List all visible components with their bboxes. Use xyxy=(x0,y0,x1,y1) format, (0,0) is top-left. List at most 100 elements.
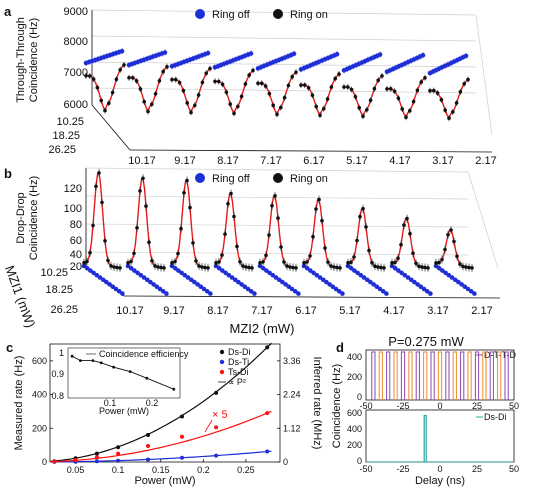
ring-off-point xyxy=(232,277,238,283)
panel-c: c 0.05 0.1 0.15 0.2 0.25 0 200 400 600 0 1.12 2.24 3… xyxy=(6,340,323,487)
mzi1-tick: 10.25 xyxy=(56,116,84,128)
ring-off-point xyxy=(465,286,471,292)
coincidence-peak xyxy=(445,351,450,400)
zlabel: MZI1 (mW) xyxy=(2,263,38,329)
coincidence-peak xyxy=(386,351,391,400)
series-point xyxy=(265,449,270,454)
coincidence-peak xyxy=(423,351,428,400)
ring-off-point xyxy=(120,291,125,296)
ring-on-fit-line xyxy=(386,77,426,119)
ring-off-point xyxy=(402,272,408,278)
ring-off-point xyxy=(242,284,248,290)
legend-ring-off: Ring off xyxy=(212,173,251,185)
ylabel: Measured rate (Hz) xyxy=(13,356,25,451)
series-line xyxy=(49,410,272,463)
ring-off-point xyxy=(374,284,380,290)
bottom-ytick: 400 xyxy=(347,424,362,434)
ytick: 0 xyxy=(42,457,47,467)
ring-off-point xyxy=(292,289,298,294)
ytick: 120 xyxy=(64,183,82,195)
ring-off-point xyxy=(424,289,430,294)
xtick: 0.2 xyxy=(197,465,210,475)
series-point xyxy=(94,455,99,460)
panel-d: d P=0.275 mW Coincidence (Hz) Delay (ns)… xyxy=(331,334,519,487)
bottom-xtick: 25 xyxy=(472,464,482,474)
ring-off-point xyxy=(333,286,339,292)
ring-off-point xyxy=(396,268,401,273)
ring-off-point xyxy=(311,270,316,276)
ring-on-fit-line xyxy=(348,207,385,269)
ring-off-point xyxy=(264,268,269,273)
ytick: 20 xyxy=(70,261,82,273)
ytick: 8000 xyxy=(64,36,88,48)
series-point xyxy=(180,434,184,439)
ylabel-line2: Coincidence (Hz) xyxy=(28,18,40,102)
ring-off-point xyxy=(216,266,222,271)
ring-off-point xyxy=(418,284,424,290)
bottom-ytick: 200 xyxy=(347,440,362,450)
ring-off-point xyxy=(188,277,194,283)
ring-off-point xyxy=(91,270,96,276)
annotation-arrow xyxy=(204,419,213,433)
ring-off-point xyxy=(252,291,257,296)
ring-off-point xyxy=(239,282,244,287)
top-xtick: 25 xyxy=(472,401,482,411)
ring-off-point xyxy=(157,286,163,292)
plot-frame xyxy=(49,343,281,463)
ring-off-point xyxy=(179,270,184,276)
ring-off-point xyxy=(462,284,468,290)
xlabel: Delay (ns) xyxy=(415,475,465,487)
mzi2-tick: 9.17 xyxy=(174,155,195,167)
series-point xyxy=(180,414,184,419)
legend-marker-ts-di xyxy=(219,369,225,375)
ring-off-point xyxy=(472,291,477,296)
bottom-legend: Ds-Di xyxy=(484,412,507,422)
ring-off-point xyxy=(348,266,354,271)
series-point xyxy=(94,459,99,464)
coincidence-peak xyxy=(415,351,420,400)
panel-label: a xyxy=(4,4,12,19)
series-point xyxy=(116,458,121,463)
ytick: 60 xyxy=(70,235,82,247)
series-point xyxy=(146,457,150,462)
legend-marker-ring-on xyxy=(273,9,283,19)
coincidence-peak xyxy=(452,351,457,400)
mzi2-tick: 4.17 xyxy=(389,155,410,167)
coincidence-peak xyxy=(408,351,413,400)
ring-off-point xyxy=(324,279,329,285)
coincidence-peak xyxy=(504,351,509,400)
ring-off-point xyxy=(421,286,427,292)
mzi2-tick: 7.17 xyxy=(260,155,281,167)
mzi1-axis xyxy=(91,104,131,151)
coincidence-peak xyxy=(371,351,376,400)
xlabel: Power (mW) xyxy=(134,475,195,487)
ring-off-point xyxy=(201,286,207,292)
mzi2-tick: 8.17 xyxy=(217,155,238,167)
top-xtick: -25 xyxy=(396,401,409,411)
ring-off-point xyxy=(377,286,383,292)
coincidence-peak xyxy=(489,351,494,400)
top-ytick: 0 xyxy=(357,392,362,402)
legend-ring-off: Ring off xyxy=(212,9,251,21)
ring-off-point xyxy=(384,291,389,296)
ytick: 6000 xyxy=(64,99,88,111)
ring-off-point xyxy=(399,270,404,276)
inset-point xyxy=(79,359,82,362)
inset-point xyxy=(91,359,95,362)
ring-off-point xyxy=(459,282,464,287)
mzi2-tick: 5.17 xyxy=(339,305,360,317)
ring-off-point xyxy=(182,272,188,278)
ring-off-point xyxy=(273,275,279,280)
inset-point xyxy=(70,354,74,358)
legend-ring-on: Ring on xyxy=(290,173,328,185)
inset-line xyxy=(71,355,174,390)
ring-off-point xyxy=(456,279,461,285)
coincidence-peak xyxy=(460,351,465,400)
legend-marker-ring-off xyxy=(195,173,205,183)
inset: Coincidence efficiency 1 0.9 0.8 0.1 0.2… xyxy=(51,347,189,416)
ring-off-point xyxy=(320,277,326,283)
series-point xyxy=(180,455,184,460)
top-ytick: 200 xyxy=(347,372,362,382)
series-point xyxy=(116,451,121,456)
ring-off-point xyxy=(223,270,228,276)
